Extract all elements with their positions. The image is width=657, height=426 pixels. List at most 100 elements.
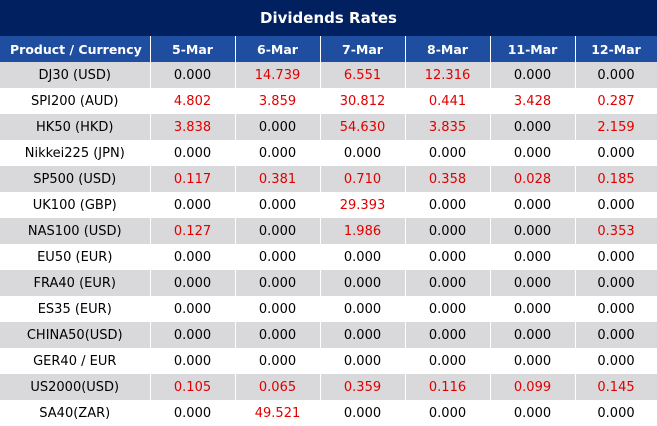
date-header: 6-Mar [235,36,321,62]
product-cell: ES35 (EUR) [0,296,151,322]
rate-cell: 0.000 [405,244,491,270]
rate-cell: 0.000 [235,296,321,322]
table-row: ES35 (EUR) 0.000 0.000 0.000 0.000 0.000 0.000 [0,296,657,322]
rate-cell: 0.000 [320,140,406,166]
table-row: FRA40 (EUR) 0.000 0.000 0.000 0.000 0.000 0.00… [0,270,657,296]
table-row: NAS100 (USD) 0.127 0.000 1.986 0.000 0.000 0.3… [0,218,657,244]
rate-cell: 0.000 [235,244,321,270]
product-cell: SP500 (USD) [0,166,151,192]
rate-cell: 0.000 [490,140,576,166]
rate-cell: 0.000 [235,322,321,348]
date-header: 11-Mar [490,36,576,62]
rate-cell: 0.358 [405,166,491,192]
rate-cell: 0.000 [575,140,657,166]
rate-cell: 0.000 [405,296,491,322]
table-row: CHINA50(USD) 0.000 0.000 0.000 0.000 0.000 0.0… [0,322,657,348]
rate-cell: 0.000 [235,114,321,140]
product-cell: UK100 (GBP) [0,192,151,218]
date-header: 7-Mar [320,36,406,62]
rate-cell: 54.630 [320,114,406,140]
product-cell: US2000(USD) [0,374,151,400]
rate-cell: 3.838 [150,114,236,140]
rate-cell: 0.000 [150,270,236,296]
rate-cell: 0.000 [150,140,236,166]
rate-cell: 0.000 [575,244,657,270]
title: Dividends Rates [0,0,657,36]
rate-cell: 0.000 [235,348,321,374]
rate-cell: 0.000 [490,114,576,140]
table-body: DJ30 (USD) 0.000 14.739 6.551 12.316 0.000 0.0… [0,62,657,426]
rate-cell: 0.000 [235,218,321,244]
product-cell: NAS100 (USD) [0,218,151,244]
table-row: SP500 (USD) 0.117 0.381 0.710 0.358 0.028 0.18… [0,166,657,192]
rate-cell: 0.000 [405,270,491,296]
rate-cell: 0.287 [575,88,657,114]
rates-table: Product / Currency 5-Mar 6-Mar 7-Mar 8-Mar 11… [0,36,657,426]
rate-cell: 0.000 [490,296,576,322]
rate-cell: 3.835 [405,114,491,140]
rate-cell: 0.000 [235,192,321,218]
table-row: Nikkei225 (JPN) 0.000 0.000 0.000 0.000 0.000… [0,140,657,166]
rate-cell: 0.000 [490,62,576,88]
rate-cell: 12.316 [405,62,491,88]
header-row: Product / Currency 5-Mar 6-Mar 7-Mar 8-Mar 11… [0,36,657,62]
rate-cell: 0.710 [320,166,406,192]
rate-cell: 0.000 [405,192,491,218]
rate-cell: 0.000 [490,400,576,426]
rate-cell: 4.802 [150,88,236,114]
table-row: GER40 / EUR 0.000 0.000 0.000 0.000 0.000 0.00… [0,348,657,374]
rate-cell: 0.000 [405,348,491,374]
product-cell: CHINA50(USD) [0,322,151,348]
rate-cell: 0.000 [150,62,236,88]
rate-cell: 1.986 [320,218,406,244]
product-cell: DJ30 (USD) [0,62,151,88]
rate-cell: 0.000 [490,322,576,348]
date-header: 12-Mar [575,36,657,62]
table-row: US2000(USD) 0.105 0.065 0.359 0.116 0.099 0.14… [0,374,657,400]
rate-cell: 0.000 [320,322,406,348]
table-row: EU50 (EUR) 0.000 0.000 0.000 0.000 0.000 0.000 [0,244,657,270]
rate-cell: 0.000 [405,400,491,426]
rate-cell: 0.000 [575,322,657,348]
rate-cell: 0.000 [490,270,576,296]
rate-cell: 0.381 [235,166,321,192]
rate-cell: 0.065 [235,374,321,400]
rate-cell: 0.000 [150,244,236,270]
rate-cell: 0.000 [320,296,406,322]
product-header: Product / Currency [0,36,151,62]
table-row: SA40(ZAR) 0.000 49.521 0.000 0.000 0.000 0.000 [0,400,657,426]
product-cell: SPI200 (AUD) [0,88,151,114]
rate-cell: 0.000 [320,348,406,374]
rate-cell: 0.116 [405,374,491,400]
rate-cell: 0.000 [405,140,491,166]
product-cell: Nikkei225 (JPN) [0,140,151,166]
table-row: SPI200 (AUD) 4.802 3.859 30.812 0.441 3.428 0.… [0,88,657,114]
rate-cell: 0.000 [575,400,657,426]
rate-cell: 0.000 [150,348,236,374]
rate-cell: 0.000 [490,348,576,374]
rate-cell: 0.028 [490,166,576,192]
rate-cell: 0.000 [320,400,406,426]
product-cell: EU50 (EUR) [0,244,151,270]
rate-cell: 0.353 [575,218,657,244]
rate-cell: 0.127 [150,218,236,244]
rate-cell: 0.000 [575,192,657,218]
rate-cell: 0.000 [235,270,321,296]
rate-cell: 0.000 [575,62,657,88]
product-cell: FRA40 (EUR) [0,270,151,296]
date-header: 5-Mar [150,36,236,62]
rate-cell: 14.739 [235,62,321,88]
rate-cell: 2.159 [575,114,657,140]
rate-cell: 0.105 [150,374,236,400]
rate-cell: 0.359 [320,374,406,400]
rate-cell: 49.521 [235,400,321,426]
rate-cell: 0.000 [490,218,576,244]
rate-cell: 0.000 [575,270,657,296]
product-cell: HK50 (HKD) [0,114,151,140]
product-cell: SA40(ZAR) [0,400,151,426]
rate-cell: 0.000 [235,140,321,166]
rate-cell: 0.000 [150,192,236,218]
rate-cell: 0.185 [575,166,657,192]
rate-cell: 0.099 [490,374,576,400]
